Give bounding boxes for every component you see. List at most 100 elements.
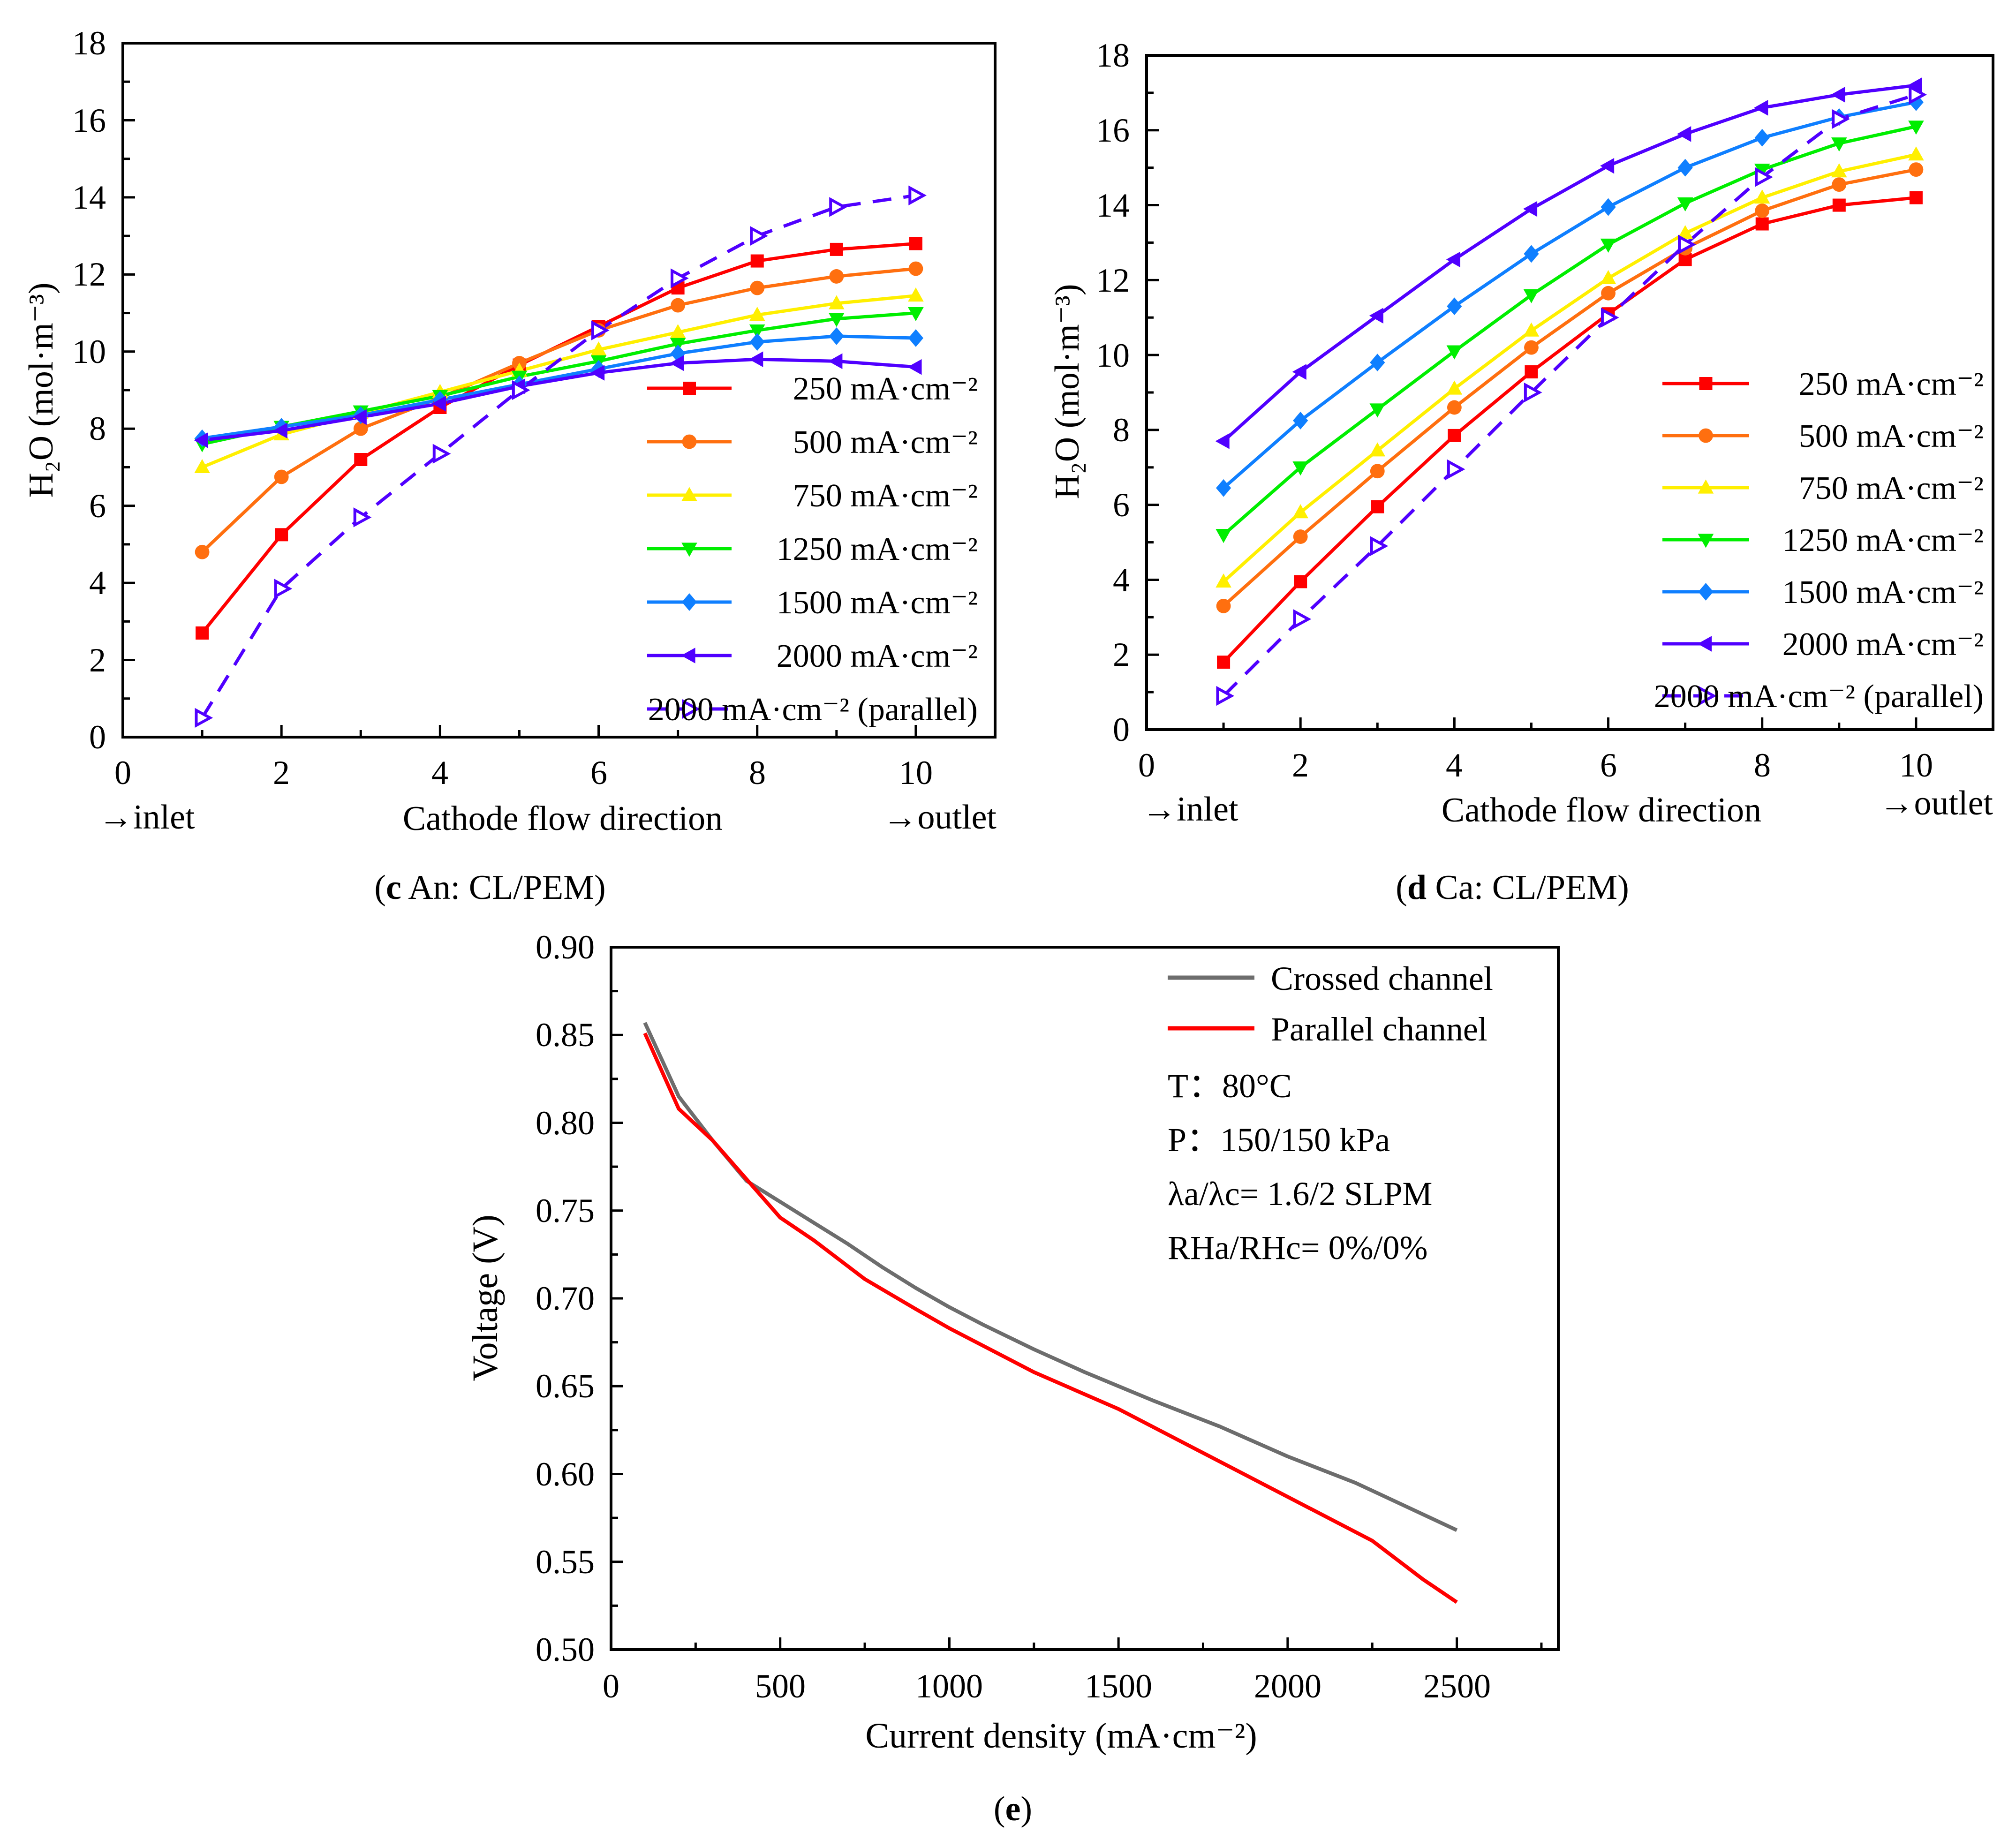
panel-c-y-tick-label: 18 <box>72 24 106 62</box>
panel-c-x-label-inlet: →inlet <box>98 798 195 837</box>
d-data-point <box>1369 308 1383 324</box>
panel-e-x-tick-label: 2500 <box>1423 1667 1491 1705</box>
d-data-point <box>1832 198 1846 212</box>
d-legend-label: 1500 mA·cm⁻² <box>1782 574 1984 611</box>
d-data-point <box>1216 528 1231 543</box>
c-data-point <box>353 421 368 436</box>
panel-d-y-tick-label: 14 <box>1096 187 1130 224</box>
panel-e-caption-letter: e <box>1005 1790 1021 1828</box>
panel-e-y-tick-label: 0.55 <box>536 1543 595 1581</box>
panel-c-x-tick-label: 2 <box>273 754 290 792</box>
panel-c-x-tick-label: 0 <box>114 754 131 792</box>
c-data-point <box>908 287 924 302</box>
panel-d-y-tick-labels: 0 2 4 6 8 10 12 14 16 18 <box>1096 37 1130 748</box>
d-data-point <box>1600 238 1616 253</box>
d-data-point <box>1524 340 1539 355</box>
d-data-point <box>1755 167 1773 187</box>
d-data-point <box>1370 464 1385 479</box>
c-data-point <box>907 359 922 375</box>
d-data-point <box>1754 128 1770 147</box>
panel-e-caption: (e) <box>994 1790 1032 1828</box>
panel-c-caption-text: An: CL/PEM <box>401 868 594 907</box>
panel-d-legend: 250 mA·cm⁻² 500 mA·cm⁻² 750 mA·cm⁻² 1250 mA… <box>1654 366 1984 715</box>
c-data-point <box>354 453 368 466</box>
d-data-point <box>1831 163 1847 178</box>
c-legend-swatch-marker <box>682 699 701 719</box>
c-data-point <box>828 353 843 369</box>
c-legend-label: 1500 mA·cm⁻² <box>777 585 978 621</box>
panel-e-y-tick-label: 0.75 <box>536 1192 595 1229</box>
panel-e-conditions: T：80°C P：150/150 kPa λa/λc= 1.6/2 SLPM R… <box>1168 1067 1432 1267</box>
panel-e-x-tick-label: 2000 <box>1254 1667 1321 1705</box>
d-data-point <box>1832 109 1850 129</box>
d-data-point <box>1755 204 1770 218</box>
d-data-point <box>1909 191 1923 204</box>
parallel-channel-line <box>643 1032 1458 1604</box>
d-data-point <box>1909 162 1924 177</box>
panel-d-y-axis-label: H₂O (mol·m⁻³) <box>1048 284 1087 499</box>
panel-c-legend: 250 mA·cm⁻² 500 mA·cm⁻² 750 mA·cm⁻² 1250 mA… <box>647 371 978 728</box>
panel-c-caption-letter: c <box>386 868 401 907</box>
c-data-point <box>671 298 686 313</box>
d-legend-label: 250 mA·cm⁻² <box>1799 366 1984 402</box>
d-legend-swatch-marker <box>1698 583 1714 601</box>
panel-d-x-tick-label: 2 <box>1292 746 1309 784</box>
c-data-point <box>275 528 288 542</box>
panel-d-y-tick-label: 10 <box>1096 337 1130 374</box>
d-data-point <box>1447 297 1462 316</box>
d-series-line-5 <box>1222 83 1917 443</box>
d-data-point <box>1294 575 1307 588</box>
d-data-point <box>1446 251 1460 268</box>
c-data-point <box>829 327 844 345</box>
c-legend-label: 500 mA·cm⁻² <box>793 424 978 460</box>
c-legend-swatch-marker <box>681 543 697 557</box>
panel-e-series-lines <box>643 1022 1458 1604</box>
d-legend-swatch-marker <box>1699 428 1713 443</box>
panel-d-x-tick-label: 0 <box>1138 746 1155 784</box>
legend-parallel-channel-label: Parallel channel <box>1271 1010 1487 1048</box>
d-data-point <box>1446 380 1463 395</box>
c-series-line-3 <box>202 311 916 446</box>
condition-stoichiometry: λa/λc= 1.6/2 SLPM <box>1168 1175 1432 1213</box>
panel-d-y-tick-label: 12 <box>1096 262 1130 299</box>
d-data-point <box>1677 225 1693 240</box>
panel-c-y-tick-label: 12 <box>72 256 106 293</box>
panel-d-x-label-outlet: →outlet <box>1879 784 1993 822</box>
d-legend-label: 1250 mA·cm⁻² <box>1782 522 1984 558</box>
c-data-point <box>750 254 764 268</box>
c-data-point <box>749 333 765 351</box>
d-data-point <box>1292 461 1308 476</box>
c-data-point <box>512 380 530 400</box>
c-legend-swatch-marker <box>681 593 697 611</box>
d-data-point <box>1600 158 1615 174</box>
d-data-point <box>1370 354 1385 371</box>
panel-c-x-tick-label: 4 <box>431 754 448 792</box>
c-data-point <box>670 355 684 371</box>
panel-e-x-tick-label: 1000 <box>915 1667 983 1705</box>
panel-d-y-tick-label: 6 <box>1113 486 1130 524</box>
d-data-point <box>1523 201 1538 217</box>
panel-e-x-tick-label: 0 <box>603 1667 619 1705</box>
d-legend-swatch-marker <box>1698 534 1714 548</box>
c-data-point <box>671 268 689 288</box>
d-data-point <box>1908 146 1924 161</box>
d-data-point <box>1217 656 1231 669</box>
c-data-point <box>829 313 845 327</box>
condition-humidity: RHa/RHc= 0%/0% <box>1168 1229 1428 1267</box>
d-data-point <box>1292 364 1306 380</box>
d-data-point <box>1677 126 1691 142</box>
panel-d-y-tick-label: 18 <box>1096 37 1130 74</box>
legend-crossed-channel-label: Crossed channel <box>1271 960 1493 997</box>
d-data-point <box>1600 270 1616 284</box>
panel-d-y-tick-label: 0 <box>1113 711 1130 748</box>
d-data-point <box>1447 459 1465 479</box>
d-data-point <box>1525 365 1538 379</box>
panel-e-y-tick-label: 0.50 <box>536 1631 595 1668</box>
d-data-point <box>1370 536 1389 556</box>
panel-e: 0.50 0.55 0.60 0.65 0.70 0.75 0.80 0.85 … <box>466 928 1560 1828</box>
d-series-line-4 <box>1222 100 1917 490</box>
panel-c-y-tick-label: 4 <box>89 564 106 602</box>
d-data-point <box>1448 429 1461 442</box>
panel-d: 0 2 4 6 8 10 12 14 16 18 0 2 4 6 8 10 →i… <box>1048 37 1994 907</box>
d-data-point <box>1371 500 1384 513</box>
